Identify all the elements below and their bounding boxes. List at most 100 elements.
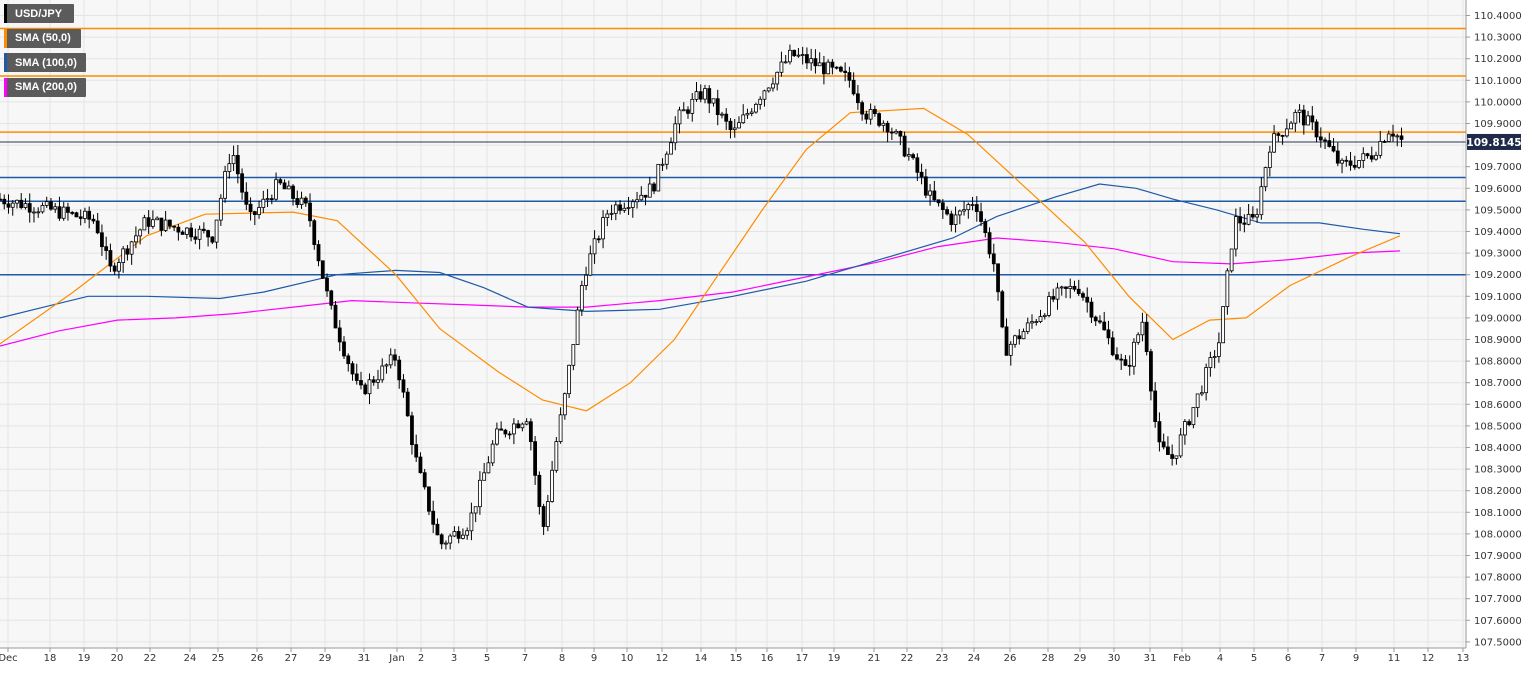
candle-body xyxy=(949,213,954,225)
candle-body xyxy=(749,111,754,114)
candle-body xyxy=(151,219,155,227)
candle-body xyxy=(541,506,546,527)
y-tick-label: 110.2000 xyxy=(1474,54,1522,65)
x-tick-label: Dec xyxy=(0,653,18,664)
x-tick-label: 24 xyxy=(968,653,981,664)
candle-body xyxy=(1267,151,1272,168)
candle-body xyxy=(32,211,36,214)
candle-body xyxy=(142,217,147,231)
legend-item-usdjpy[interactable]: USD/JPY xyxy=(4,4,74,23)
candle-body xyxy=(1144,321,1149,353)
candle-body xyxy=(507,433,512,436)
candle-body xyxy=(129,241,134,255)
candle-body xyxy=(1395,135,1400,138)
legend-item-sma100[interactable]: SMA (100,0) xyxy=(4,53,86,72)
candle-body xyxy=(1047,296,1051,316)
candle-body xyxy=(601,217,605,240)
candle-body xyxy=(915,157,920,173)
candle-body xyxy=(669,142,673,155)
candle-body xyxy=(1318,136,1323,141)
legend-swatch-sma50 xyxy=(4,28,7,48)
candle-body xyxy=(1289,122,1293,130)
candle-body xyxy=(125,248,130,255)
candle-body xyxy=(333,304,338,329)
candle-body xyxy=(758,98,763,105)
candle-body xyxy=(100,232,104,248)
legend-item-sma200[interactable]: SMA (200,0) xyxy=(4,77,86,97)
candle-body xyxy=(966,204,971,211)
candle-body xyxy=(1166,446,1170,455)
candle-body xyxy=(490,443,495,464)
candle-body xyxy=(796,54,801,57)
candle-body xyxy=(1157,421,1162,443)
x-tick-label: 21 xyxy=(868,653,881,664)
x-tick-label: 31 xyxy=(358,653,371,664)
candle-body xyxy=(1085,296,1090,303)
candle-body xyxy=(843,70,848,73)
x-tick-label: 16 xyxy=(761,653,774,664)
y-tick-label: 110.1000 xyxy=(1474,76,1522,87)
candle-body xyxy=(57,206,62,219)
candle-body xyxy=(996,263,1000,293)
candle-body xyxy=(384,364,389,367)
candle-body xyxy=(1238,216,1242,224)
candle-body xyxy=(652,183,656,192)
candle-body xyxy=(783,61,788,64)
candle-body xyxy=(146,217,151,227)
sma-lines xyxy=(0,107,1401,412)
candle-body xyxy=(1301,109,1306,126)
y-tick-label: 110.0000 xyxy=(1474,97,1522,108)
candle-body xyxy=(282,182,287,190)
candle-body xyxy=(1034,321,1039,323)
candle-body xyxy=(1008,343,1013,356)
candle-body xyxy=(639,194,644,201)
candle-body xyxy=(656,163,661,192)
candle-body xyxy=(1072,285,1077,290)
candle-body xyxy=(482,472,487,481)
x-tick-label: 29 xyxy=(319,653,332,664)
x-tick-label: 5 xyxy=(1251,653,1257,664)
candle-body xyxy=(418,456,423,474)
candle-body xyxy=(1344,159,1349,162)
candle-body xyxy=(626,207,631,209)
candle-body xyxy=(834,66,839,69)
y-tick-label: 108.6000 xyxy=(1474,400,1522,411)
candle-body xyxy=(1314,121,1319,138)
candle-body xyxy=(1042,314,1047,317)
candle-body xyxy=(1140,321,1145,336)
candle-body xyxy=(860,102,865,115)
legend-item-sma50[interactable]: SMA (50,0) xyxy=(4,28,81,48)
candle-body xyxy=(881,122,886,126)
candle-body xyxy=(1276,133,1281,136)
candle-body xyxy=(533,441,538,476)
candle-body xyxy=(346,355,351,365)
candle-body xyxy=(800,54,805,56)
candle-body xyxy=(698,91,703,100)
candle-body xyxy=(15,199,19,204)
candle-body xyxy=(117,262,121,272)
candle-body xyxy=(1068,285,1073,289)
candle-body xyxy=(817,62,822,67)
candle-body xyxy=(231,155,236,165)
candle-body xyxy=(138,229,143,237)
candle-body xyxy=(27,203,32,213)
candle-body xyxy=(1242,222,1247,225)
candle-body xyxy=(1106,329,1111,339)
candle-body xyxy=(159,217,164,231)
candle-body xyxy=(350,363,355,375)
candle-body xyxy=(61,206,66,219)
candle-body xyxy=(605,213,610,218)
x-axis-ticks: Dec 18 19 20 22 24 25 26 27 29 31 Jan 2 3 5 7 8 9 10 12 14 15… xyxy=(0,648,1469,664)
candle-body xyxy=(1174,455,1179,459)
candle-body xyxy=(444,542,448,545)
candle-body xyxy=(1331,146,1336,152)
candle-body xyxy=(257,207,261,215)
candle-body xyxy=(745,113,750,116)
x-tick-label: 14 xyxy=(695,653,708,664)
candle-body xyxy=(478,479,482,508)
candle-body xyxy=(316,244,321,262)
candle-body xyxy=(367,379,372,395)
candle-body xyxy=(1017,335,1022,340)
candle-body xyxy=(974,204,979,213)
